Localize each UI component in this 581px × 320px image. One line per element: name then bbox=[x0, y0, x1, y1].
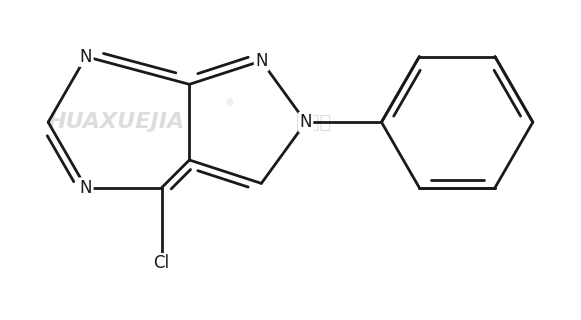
Text: HUAXUEJIA: HUAXUEJIA bbox=[48, 112, 185, 132]
Text: N: N bbox=[255, 52, 268, 70]
Text: ®: ® bbox=[225, 98, 235, 108]
Text: N: N bbox=[80, 48, 92, 66]
Text: N: N bbox=[80, 179, 92, 197]
Text: 化学加: 化学加 bbox=[296, 113, 331, 132]
Text: Cl: Cl bbox=[153, 254, 170, 272]
Text: N: N bbox=[300, 113, 312, 131]
